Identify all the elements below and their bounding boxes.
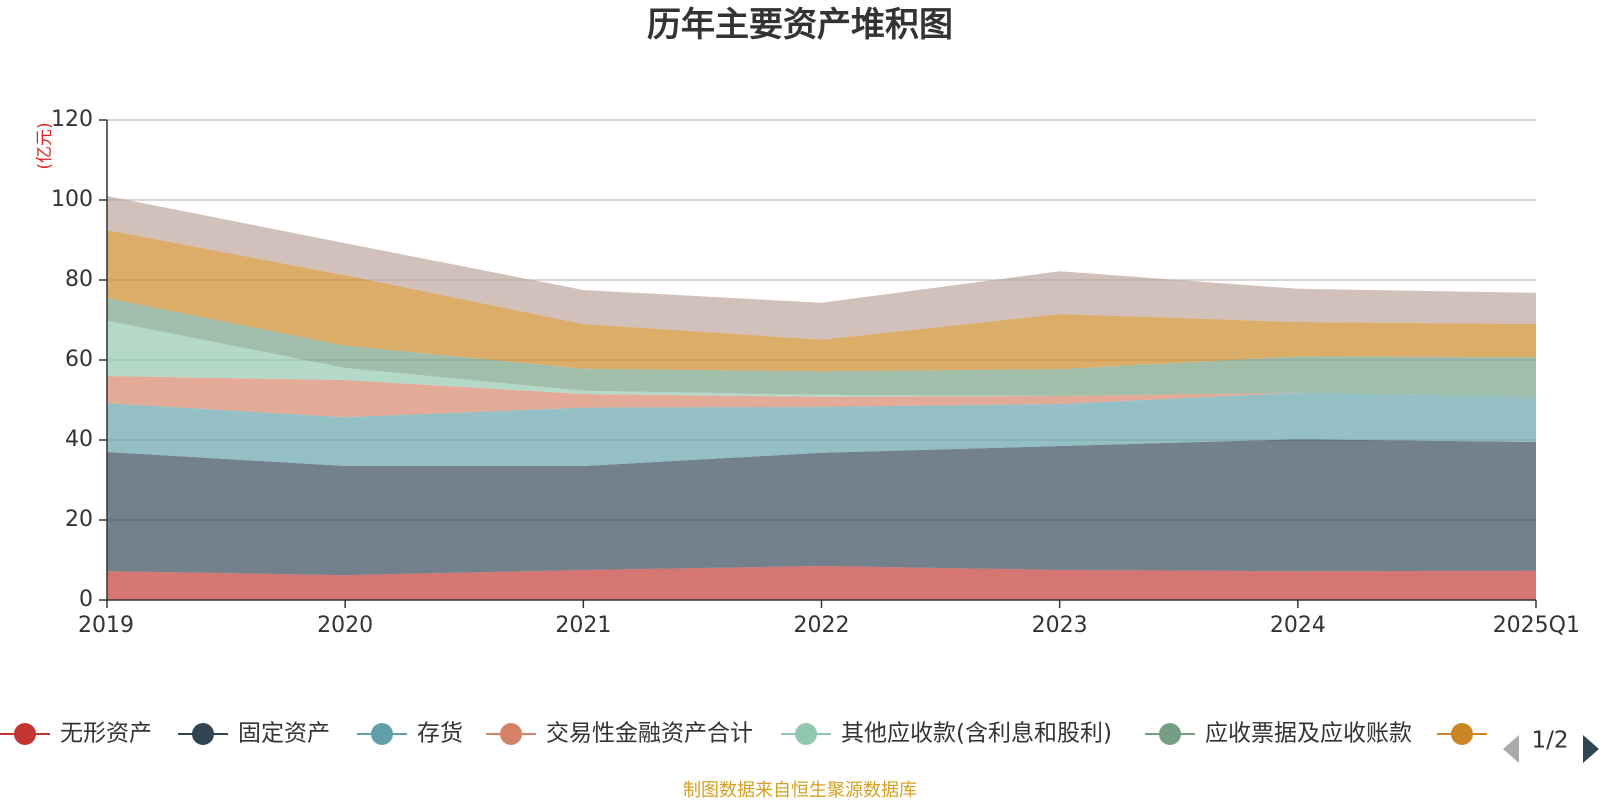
legend-item[interactable]: 应收票据及应收账款 <box>1145 721 1412 747</box>
legend-circle-icon <box>1451 723 1473 745</box>
legend-label: 交易性金融资产合计 <box>546 721 753 747</box>
area-series-7 <box>107 196 1536 340</box>
legend-circle-icon <box>192 723 214 745</box>
x-tick-label: 2019 <box>78 613 134 638</box>
y-tick-label: 120 <box>51 107 93 132</box>
x-tick-label: 2022 <box>794 613 850 638</box>
axes: 0 20 40 60 80 100 120 2019 2020 2021 2022 2023 2024 2… <box>51 107 1580 638</box>
x-tick-label: 2020 <box>317 613 373 638</box>
legend-item[interactable]: 存货 <box>357 721 463 747</box>
legend-circle-icon <box>14 723 36 745</box>
x-tick-label: 2023 <box>1032 613 1088 638</box>
legend-pager[interactable]: 1/2 <box>1503 728 1599 764</box>
area-series-2 <box>107 392 1536 466</box>
y-tick-label: 100 <box>51 187 93 212</box>
y-axis-unit: (亿元) <box>35 122 55 169</box>
area-series-5 <box>107 298 1536 397</box>
legend-item[interactable]: 无形资产 <box>0 721 152 747</box>
y-tick-label: 40 <box>65 427 93 452</box>
x-tick-label: 2021 <box>555 613 611 638</box>
legend-item[interactable]: 其他应收款(含利息和股利) <box>781 721 1112 747</box>
y-tick-label: 0 <box>79 587 93 612</box>
legend-circle-icon <box>371 723 393 745</box>
legend-item[interactable]: 交易性金融资产合计 <box>486 721 753 747</box>
y-tick-label: 60 <box>65 347 93 372</box>
stacked-areas <box>107 196 1536 600</box>
legend-item[interactable]: 固定资产 <box>178 721 330 747</box>
legend-label: 无形资产 <box>60 721 152 747</box>
x-tick-label: 2024 <box>1270 613 1326 638</box>
legend-label: 存货 <box>417 721 463 747</box>
legend-circle-icon <box>795 723 817 745</box>
legend-label: 其他应收款(含利息和股利) <box>841 721 1112 747</box>
area-series-3 <box>107 376 1536 418</box>
area-series-1 <box>107 439 1536 576</box>
y-tick-label: 80 <box>65 267 93 292</box>
chart-title: 历年主要资产堆积图 <box>647 5 953 45</box>
x-tick-label: 2025Q1 <box>1493 613 1580 638</box>
legend: 无形资产 固定资产 存货 交易性金融资产合计 其他应收款(含利息和股利) 应收票据及应收账… <box>0 721 1487 747</box>
legend-circle-icon <box>1159 723 1181 745</box>
legend-label: 固定资产 <box>238 721 330 747</box>
legend-label: 应收票据及应收账款 <box>1205 721 1412 747</box>
triangle-right-icon[interactable] <box>1583 735 1599 763</box>
area-series-6 <box>107 230 1536 372</box>
legend-page-indicator: 1/2 <box>1531 728 1568 754</box>
y-tick-label: 20 <box>65 507 93 532</box>
source-note: 制图数据来自恒生聚源数据库 <box>683 780 917 800</box>
legend-item[interactable] <box>1437 723 1487 745</box>
area-series-0 <box>107 566 1536 600</box>
legend-circle-icon <box>500 723 522 745</box>
triangle-left-icon[interactable] <box>1503 735 1519 763</box>
